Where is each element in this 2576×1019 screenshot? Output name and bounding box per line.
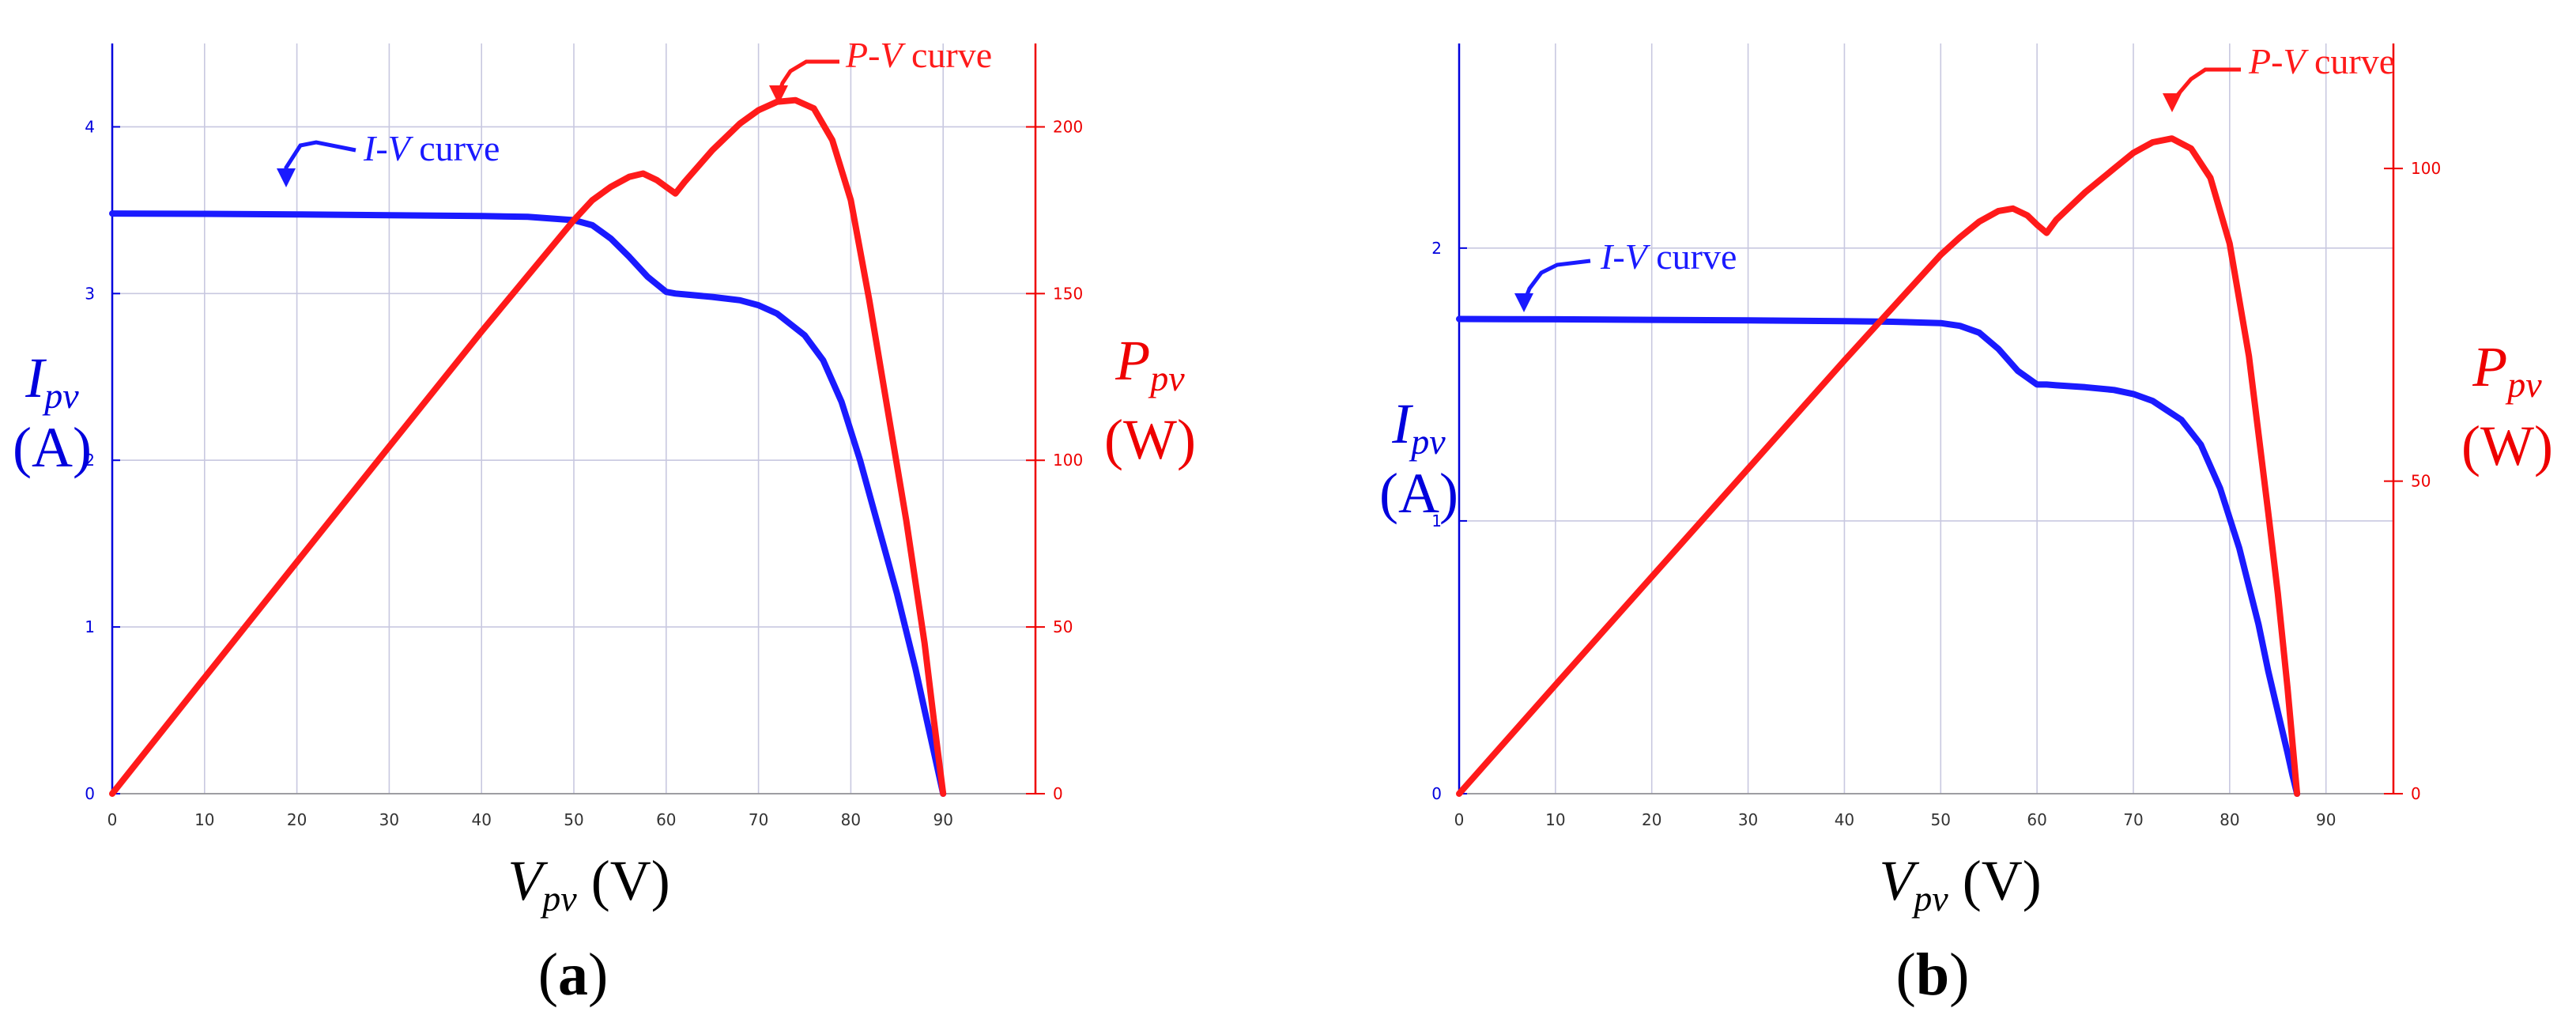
- y-right-tick-label: 0: [1053, 784, 1063, 803]
- y-left-axis-title: Ipv: [1391, 392, 1446, 462]
- y-left-axis-title: Ipv: [25, 346, 79, 416]
- x-tick-label: 70: [2123, 810, 2143, 829]
- y-left-tick-label: 2: [1431, 239, 1442, 258]
- x-tick-label: 80: [841, 810, 861, 829]
- pv-curve-line: [109, 96, 947, 797]
- y-right-tick-label: 50: [1053, 617, 1073, 636]
- y-left-tick-label: 1: [1431, 511, 1442, 530]
- y-left-tick-label: 0: [1431, 784, 1442, 803]
- pv-annotation-arrow: [776, 59, 839, 96]
- y-right-tick-label: 100: [1053, 451, 1083, 470]
- x-axis-title: Vpv (V): [1879, 849, 2041, 919]
- x-tick-label: 60: [656, 810, 676, 829]
- y-right-axis-unit: (W): [1104, 408, 1196, 471]
- y-left-axis-unit: (A): [13, 416, 92, 479]
- panel-a: 0 10 20 30 40 50 60 70 80 9001234050100150200I-V …: [13, 35, 1196, 1008]
- iv-arrowhead: [277, 168, 296, 187]
- x-tick-label: 70: [749, 810, 768, 829]
- y-right-tick-label: 100: [2411, 159, 2441, 178]
- x-tick-label: 90: [933, 810, 952, 829]
- x-tick-label: 90: [2316, 810, 2336, 829]
- x-tick-label: 20: [1642, 810, 1661, 829]
- pv-curve-line: [1456, 135, 2301, 797]
- pv-annotation-arrow: [2170, 67, 2241, 104]
- y-right-axis-unit: (W): [2461, 414, 2553, 477]
- y-right-tick-label: 0: [2411, 784, 2421, 803]
- panel-label: (a): [538, 942, 609, 1008]
- y-left-tick-label: 0: [85, 784, 95, 803]
- y-left-tick-label: 3: [85, 284, 95, 303]
- x-tick-label: 20: [287, 810, 307, 829]
- x-axis-title: Vpv (V): [507, 849, 669, 919]
- gridlines: [111, 43, 1035, 794]
- x-tick-label: 30: [379, 810, 399, 829]
- pv-arrowhead: [769, 85, 788, 104]
- iv-arrowhead: [1514, 293, 1533, 312]
- x-tick-label: 0: [107, 810, 118, 829]
- y-right-axis-title: Ppv: [2472, 335, 2542, 405]
- y-right-tick-label: 50: [2411, 472, 2431, 491]
- gridlines: [1458, 43, 2393, 794]
- y-right-tick-label: 200: [1053, 117, 1083, 136]
- y-left-tick-label: 2: [85, 451, 95, 470]
- x-tick-label: 80: [2220, 810, 2239, 829]
- x-tick-label: 50: [1931, 810, 1951, 829]
- panel-label: (b): [1896, 942, 1970, 1008]
- x-tick-label: 10: [1545, 810, 1565, 829]
- x-tick-label: 10: [194, 810, 214, 829]
- iv-annotation-arrow: [1522, 259, 1591, 304]
- y-right-tick-label: 150: [1053, 284, 1083, 303]
- x-tick-label: 50: [564, 810, 583, 829]
- x-tick-label: 60: [2027, 810, 2046, 829]
- y-right-axis-title: Ppv: [1115, 329, 1185, 398]
- pv-annotation-label: P-V curve: [2248, 41, 2395, 81]
- y-left-tick-label: 4: [85, 117, 95, 136]
- pv-annotation-label: P-V curve: [845, 35, 992, 75]
- iv-curve-line: [109, 210, 947, 797]
- y-left-axis-unit: (A): [1379, 462, 1458, 525]
- x-tick-label: 40: [1835, 810, 1854, 829]
- x-tick-label: 40: [471, 810, 491, 829]
- iv-curve-line: [1456, 315, 2301, 797]
- pv-arrowhead: [2163, 93, 2182, 112]
- x-tick-label: 30: [1738, 810, 1758, 829]
- iv-annotation-label: I-V curve: [1600, 236, 1737, 277]
- iv-annotation-label: I-V curve: [363, 128, 500, 168]
- x-tick-label: 0: [1454, 810, 1465, 829]
- y-left-tick-label: 1: [85, 617, 95, 636]
